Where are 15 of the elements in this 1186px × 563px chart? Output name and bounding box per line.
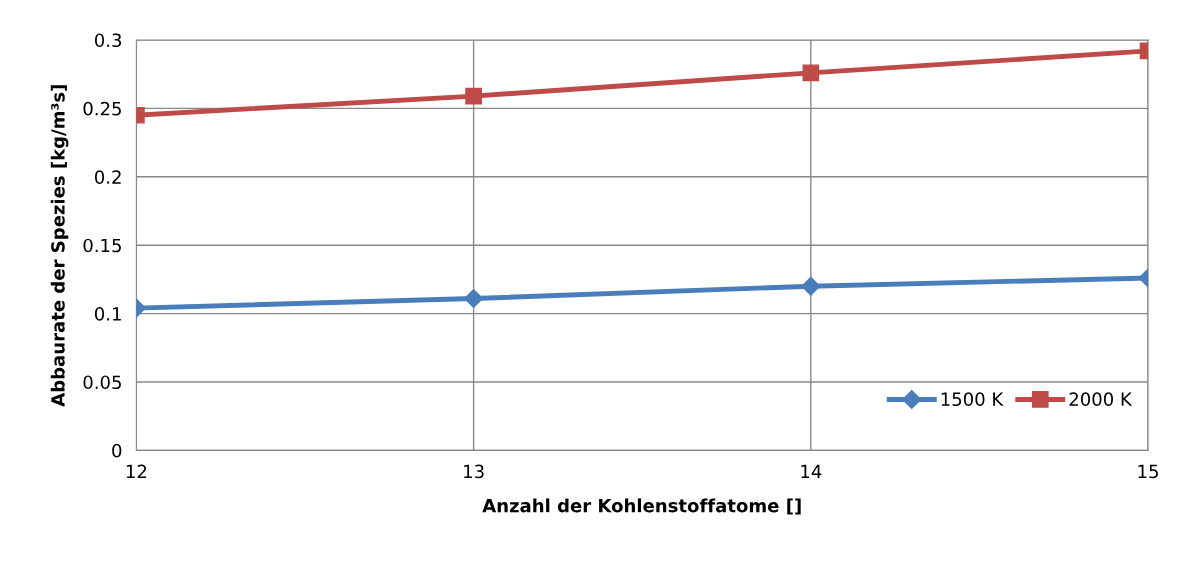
x-tick-label: 14 bbox=[801, 464, 822, 479]
y-axis-title: Abbaurate der Spezies [kg/m³s] bbox=[50, 85, 69, 407]
x-tick-label: 15 bbox=[1138, 464, 1158, 479]
y-tick-label: 0.25 bbox=[83, 101, 121, 116]
y-tick-label: 0.15 bbox=[83, 238, 121, 253]
x-tick-label: 12 bbox=[126, 464, 147, 479]
y-tick-label: 0.2 bbox=[94, 170, 121, 184]
legend-label: 1500 K bbox=[941, 392, 1004, 407]
y-tick-label: 0.05 bbox=[83, 375, 121, 390]
y-tick-label: 0 bbox=[112, 443, 122, 458]
y-tick-label: 0.1 bbox=[94, 307, 121, 321]
legend-label: 2000 K bbox=[1069, 392, 1133, 407]
x-axis-title: Anzahl der Kohlenstoffatome [] bbox=[482, 498, 801, 515]
y-tick-label: 0.3 bbox=[94, 33, 122, 48]
x-tick-label: 13 bbox=[464, 464, 484, 479]
